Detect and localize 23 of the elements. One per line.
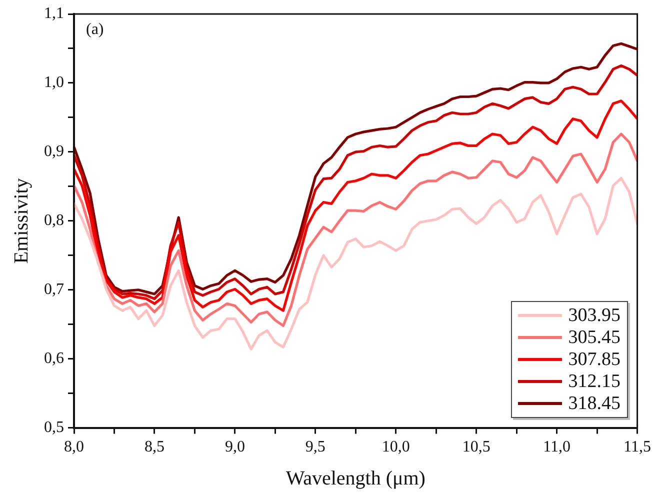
x-tick-label: 10,0 xyxy=(382,438,410,456)
x-tick-label: 9,5 xyxy=(305,438,326,456)
x-tick-label: 9,0 xyxy=(224,438,245,456)
annotation: (a) xyxy=(86,21,104,38)
y-tick-label: 0,5 xyxy=(44,419,64,436)
x-tick-label: 8,5 xyxy=(144,438,164,456)
y-tick-label: 0,7 xyxy=(44,281,64,298)
x-tick-label: 11,0 xyxy=(543,438,571,456)
x-tick-label: 10,5 xyxy=(462,438,490,456)
x-axis-title: Wavelength (μm) xyxy=(286,467,426,490)
y-tick-label: 0,6 xyxy=(44,350,64,368)
y-tick-label: 1,0 xyxy=(44,74,64,92)
legend-label: 307.85 xyxy=(568,348,621,371)
x-tick-label: 8,0 xyxy=(64,438,84,456)
y-axis-title: Emissivity xyxy=(10,178,32,264)
legend-label: 312.15 xyxy=(568,370,621,393)
legend-label: 303.95 xyxy=(568,304,621,327)
y-tick-label: 0,8 xyxy=(44,212,64,230)
legend-label: 305.45 xyxy=(568,326,621,349)
y-tick-label: 1,1 xyxy=(44,5,64,22)
x-tick-label: 11,5 xyxy=(624,438,651,456)
y-tick-label: 0,9 xyxy=(44,143,64,160)
legend-label: 318.45 xyxy=(568,392,621,415)
